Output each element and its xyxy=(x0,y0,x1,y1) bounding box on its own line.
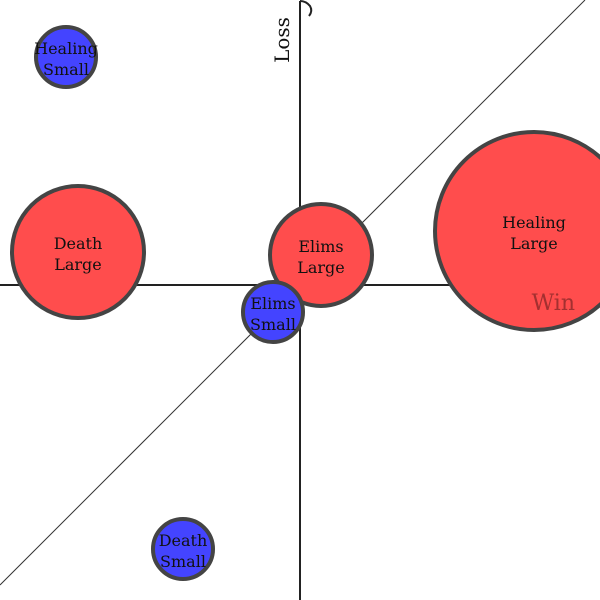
bubble-elims-large xyxy=(268,202,374,308)
bubble-label-elims-large: Elims Large xyxy=(297,237,345,277)
y-axis-arrow xyxy=(299,0,313,17)
bubble-healing-large xyxy=(433,130,600,332)
bubble-label-death-large: Death Large xyxy=(54,234,103,274)
x-axis-label: Win xyxy=(532,291,575,316)
bubble-label-healing-small: Healing Small xyxy=(34,39,98,79)
bubble-death-large xyxy=(10,184,146,320)
bubble-label-healing-large: Healing Large xyxy=(502,213,566,253)
y-axis-label: Loss xyxy=(270,17,294,63)
bubble-elims-small xyxy=(241,280,305,344)
bubble-healing-small xyxy=(34,25,98,89)
bubble-label-death-small: Death Small xyxy=(159,531,208,571)
bubble-label-elims-small: Elims Small xyxy=(250,294,296,334)
bubble-death-small xyxy=(151,517,215,581)
